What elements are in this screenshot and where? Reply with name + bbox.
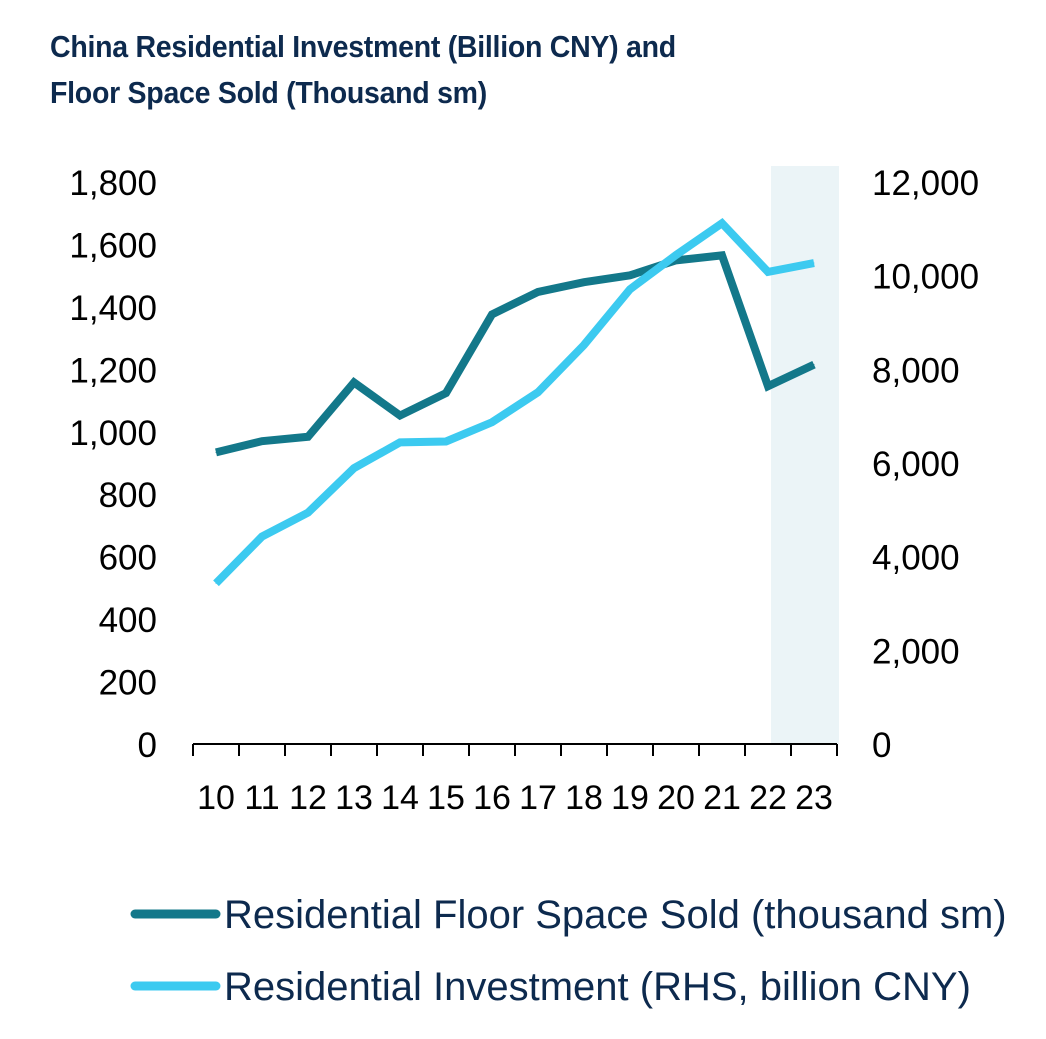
- data-point: [399, 415, 401, 417]
- data-point: [215, 451, 217, 453]
- data-point: [353, 381, 355, 383]
- chart-title-line-1: China Residential Investment (Billion CN…: [50, 29, 676, 64]
- data-point: [629, 288, 631, 290]
- data-point: [675, 254, 677, 256]
- data-point: [399, 441, 401, 443]
- y-left-tick-label: 1,800: [69, 164, 157, 203]
- data-point: [629, 274, 631, 276]
- y-right-tick-label: 0: [872, 726, 891, 765]
- x-tick-label: 19: [611, 779, 649, 817]
- data-point: [261, 536, 263, 538]
- series-line-floor-space-sold: [215, 251, 816, 457]
- y-left-tick-label: 1,600: [69, 226, 157, 265]
- data-point: [537, 291, 539, 293]
- legend-item: Residential Investment (RHS, billion CNY…: [130, 965, 971, 1009]
- x-tick-label: 17: [519, 779, 557, 817]
- x-tick-label: 12: [289, 779, 327, 817]
- data-point: [583, 281, 585, 283]
- y-axis-left: 0 200 400 600 800 1,000 1,200 1,400 1,600 1,800: [69, 164, 157, 765]
- y-right-tick-label: 12,000: [872, 164, 979, 203]
- y-right-tick-label: 10,000: [872, 258, 979, 297]
- x-tick-label: 11: [244, 779, 279, 817]
- y-left-tick-label: 1,000: [69, 414, 157, 453]
- chart-title-line-2: Floor Space Sold (Thousand sm): [50, 75, 487, 110]
- data-point: [445, 392, 447, 394]
- data-point: [215, 582, 217, 584]
- y-left-tick-label: 200: [99, 664, 157, 703]
- data-point: [445, 440, 447, 442]
- y-right-tick-label: 8,000: [872, 351, 960, 390]
- data-point: [813, 262, 815, 264]
- data-point: [307, 512, 309, 514]
- y-right-tick-label: 2,000: [872, 632, 960, 671]
- x-tick-label: 21: [703, 779, 741, 817]
- y-left-tick-label: 800: [99, 476, 157, 515]
- x-tick-label: 16: [473, 779, 511, 817]
- legend-label: Residential Investment (RHS, billion CNY…: [224, 965, 971, 1009]
- forecast-shaded-region-layer: [771, 166, 839, 744]
- x-tick-label: 23: [795, 779, 833, 817]
- legend-label: Residential Floor Space Sold (thousand s…: [224, 893, 1007, 937]
- y-left-tick-label: 1,200: [69, 351, 157, 390]
- series-line-residential-investment: [213, 217, 815, 587]
- data-point: [583, 344, 585, 346]
- x-tick-label: 20: [657, 779, 695, 817]
- data-point: [261, 440, 263, 442]
- x-tick-label: 13: [335, 779, 373, 817]
- data-point: [767, 271, 769, 273]
- y-left-tick-label: 1,400: [69, 289, 157, 328]
- chart-title: China Residential Investment (Billion CN…: [50, 24, 878, 116]
- data-point: [353, 467, 355, 469]
- legend: Residential Floor Space Sold (thousand s…: [130, 893, 1007, 1009]
- data-point: [537, 391, 539, 393]
- x-tick-label: 18: [565, 779, 603, 817]
- y-right-tick-label: 4,000: [872, 539, 960, 578]
- x-tick-label: 15: [427, 779, 465, 817]
- data-point: [813, 364, 815, 366]
- forecast-shaded-region: [771, 166, 839, 744]
- x-tick-label: 10: [197, 779, 235, 817]
- y-axis-right: 0 2,000 4,000 6,000 8,000 10,000 12,000: [872, 164, 979, 765]
- data-point: [307, 436, 309, 438]
- legend-item: Residential Floor Space Sold (thousand s…: [130, 893, 1007, 937]
- y-right-tick-label: 6,000: [872, 445, 960, 484]
- y-left-tick-label: 600: [99, 539, 157, 578]
- y-left-tick-label: 0: [138, 726, 157, 765]
- data-point: [767, 385, 769, 387]
- data-point: [491, 313, 493, 315]
- data-point: [491, 421, 493, 423]
- x-axis-tick-labels: 10 11 12 13 14 15 16 17 18 19 20 21 22 23: [197, 779, 833, 817]
- x-tick-label: 14: [381, 779, 419, 817]
- y-left-tick-label: 400: [99, 601, 157, 640]
- x-axis: [192, 743, 838, 756]
- data-point: [721, 222, 723, 224]
- x-tick-label: 22: [749, 779, 787, 817]
- data-point: [721, 254, 723, 256]
- series-layer: [213, 217, 816, 587]
